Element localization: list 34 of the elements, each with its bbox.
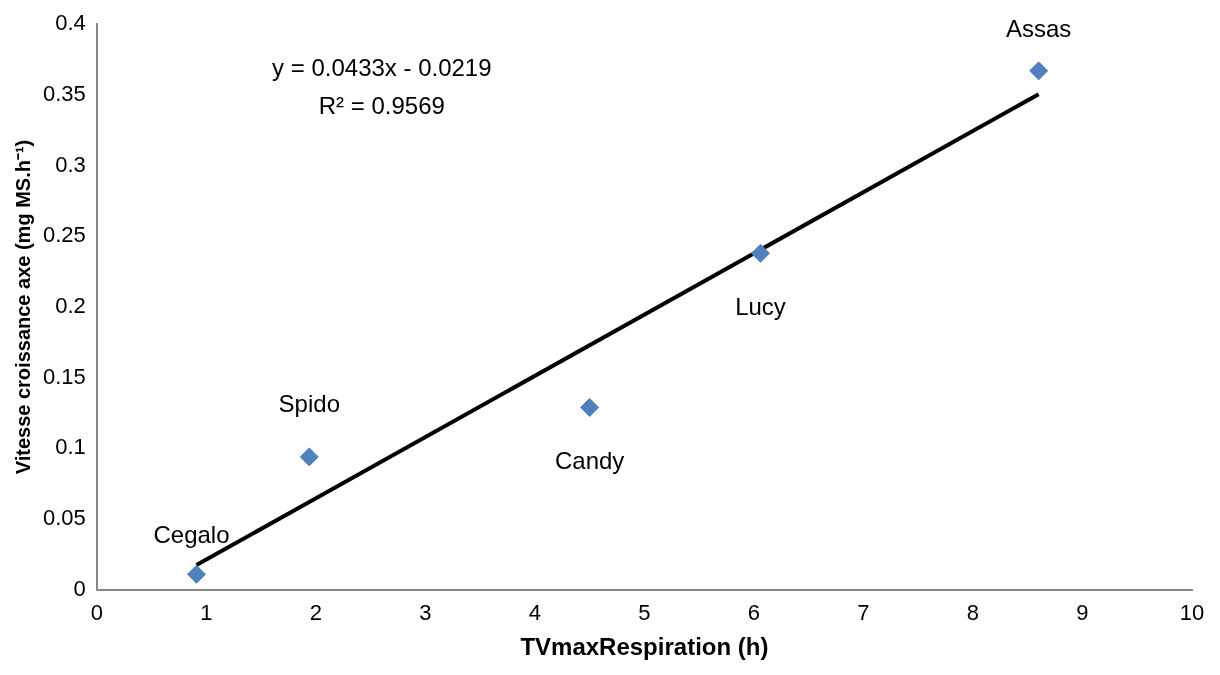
x-tick-label: 3 [419,600,432,626]
x-tick-label: 5 [638,600,651,626]
annotation: R² = 0.9569 [318,91,445,119]
x-tick-label: 0 [90,600,103,626]
y-tick-label: 0.2 [55,293,86,319]
y-tick-label: 0.3 [55,151,86,177]
x-tick-label: 9 [1076,600,1089,626]
x-tick-label: 7 [857,600,870,626]
point [580,397,600,417]
y-tick-label: 0.4 [55,10,86,36]
point [186,564,206,584]
x-tick-label: 1 [200,600,213,626]
annotation: Cegalo [153,520,230,548]
x-tick-label: 2 [309,600,322,626]
annotation: Assas [1005,15,1072,43]
y-axis-title: Vitesse croissance axe (mg MS.h⁻¹) [11,139,34,475]
x-tick-label: 8 [966,600,980,626]
y-tick-label: 0.1 [55,434,86,460]
x-tick-label: 4 [528,600,542,626]
point [751,243,770,263]
point [299,447,319,467]
x-tick-label: 6 [747,600,761,626]
x-axis-title: TVmaxRespiration (h) [520,633,769,661]
y-tick-label: 0.15 [42,363,86,389]
point [1029,61,1049,81]
annotation: y = 0.0433x - 0.0219 [272,53,492,81]
x-tick-label: 10 [1179,600,1205,626]
annotation: Spido [278,389,340,417]
y-tick-label: 0.35 [42,80,86,106]
y-tick-label: 0.05 [42,505,86,531]
y-tick-label: 0.25 [42,222,86,248]
annotation: Candy [554,447,625,475]
y-tick-label: 0 [73,575,86,601]
annotation: Lucy [735,292,786,320]
